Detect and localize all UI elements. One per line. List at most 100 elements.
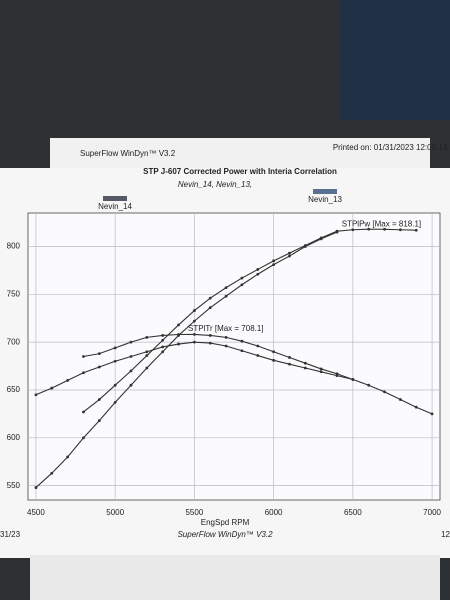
power-line-point (224, 286, 228, 290)
torque-line-point (319, 367, 323, 371)
torque-line-point (145, 335, 149, 339)
torque-line-point (177, 333, 180, 336)
power-line-point (351, 228, 355, 232)
torque-line-point (272, 350, 276, 354)
torque-line-point (177, 342, 180, 346)
torque-line-point (208, 334, 212, 337)
annotation: STPlTr [Max = 708.1] (188, 324, 264, 333)
x-tick-label: 7000 (423, 508, 441, 517)
x-tick-label: 4500 (27, 508, 45, 517)
torque-line-point (256, 344, 260, 348)
power-line-point (256, 268, 260, 271)
torque-line-point (113, 359, 117, 363)
power-line-point (383, 227, 386, 231)
x-axis-label: EngSpd RPM (201, 518, 250, 527)
torque-line-point (288, 362, 291, 366)
torque-line-point (414, 405, 418, 409)
torque-line-point (161, 345, 165, 349)
power-line-point (288, 254, 291, 258)
y-tick-label: 800 (7, 242, 21, 251)
torque-line-point (145, 350, 149, 354)
torque-line-point (351, 378, 355, 381)
torque-line-point (430, 412, 434, 416)
power-line-point (335, 229, 339, 233)
power-line (35, 231, 338, 488)
torque-line-point (303, 361, 307, 365)
footer-right: 12 (441, 530, 450, 539)
power-line-point (319, 236, 323, 240)
torque-line-point (97, 365, 101, 369)
power-line-point (113, 383, 117, 387)
torque-line-point (113, 346, 117, 350)
power-line-point (82, 410, 85, 414)
power-line-point (240, 283, 244, 287)
power-line-point (192, 309, 196, 312)
torque-line-point (192, 340, 196, 344)
torque-line-point (335, 374, 339, 378)
annotation: STPlPw [Max = 818.1] (342, 220, 421, 229)
torque-line-point (97, 352, 101, 356)
header-left: SuperFlow WinDyn™ V3.2 (80, 149, 176, 158)
power-line-point (192, 319, 196, 323)
torque-line-point (129, 340, 133, 344)
torque-line-point (319, 370, 323, 374)
torque-line-point (288, 356, 291, 359)
y-tick-label: 600 (7, 433, 21, 442)
torque-line-point (383, 390, 386, 394)
power-line-point (129, 383, 133, 387)
torque-line-point (256, 354, 260, 357)
torque-line-point (303, 366, 307, 370)
legend-swatch (313, 189, 337, 194)
power-line-point (97, 398, 101, 401)
power-line-point (303, 244, 307, 247)
power-line-point (97, 419, 101, 422)
footer-left: 31/23 (0, 530, 21, 539)
torque-line-point (82, 355, 85, 358)
y-tick-label: 550 (7, 481, 21, 490)
torque-line-point (240, 349, 244, 353)
legend-label: Nevin_13 (308, 195, 342, 204)
lower-sheet (30, 555, 440, 600)
torque-line-point (224, 344, 228, 348)
torque-line-point (208, 341, 212, 345)
chart-title: STP J-607 Corrected Power with Interia C… (143, 167, 337, 176)
power-line-point (288, 251, 291, 255)
power-line-point (256, 272, 260, 276)
chart-subtitle: Nevin_14, Nevin_13, (178, 180, 252, 189)
torque-line-point (272, 358, 276, 362)
power-line-point (208, 306, 212, 310)
torque-line-point (335, 372, 339, 376)
x-tick-label: 5000 (106, 508, 124, 517)
power-line-point (50, 471, 54, 475)
power-line-point (113, 401, 117, 404)
power-line-point (177, 323, 180, 327)
power-line-point (161, 350, 165, 354)
header-right: Printed on: 01/31/2023 12:09:13 (333, 143, 448, 152)
power-line-point (129, 369, 133, 373)
torque-line-point (224, 335, 228, 339)
x-tick-label: 6500 (344, 508, 362, 517)
power-line-point (414, 228, 418, 232)
y-tick-label: 650 (7, 385, 21, 394)
power-line-point (398, 228, 402, 232)
power-line-point (82, 436, 85, 440)
power-line-point (145, 354, 149, 357)
power-line-point (367, 227, 371, 231)
power-line-point (224, 294, 228, 298)
power-line-point (34, 486, 38, 489)
torque-line-point (34, 393, 38, 397)
power-line-point (272, 259, 276, 263)
y-tick-label: 750 (7, 289, 21, 298)
legend-label: Nevin_14 (98, 202, 132, 211)
legend-swatch (103, 196, 127, 201)
power-line-point (272, 263, 276, 267)
power-line-point (145, 366, 149, 370)
power-line-point (208, 296, 212, 300)
footer: SuperFlow WinDyn™ V3.2 (177, 530, 273, 539)
power-line-point (161, 338, 165, 342)
torque-line-point (161, 334, 165, 337)
torque-line-point (66, 379, 70, 382)
torque-line-point (129, 355, 133, 358)
